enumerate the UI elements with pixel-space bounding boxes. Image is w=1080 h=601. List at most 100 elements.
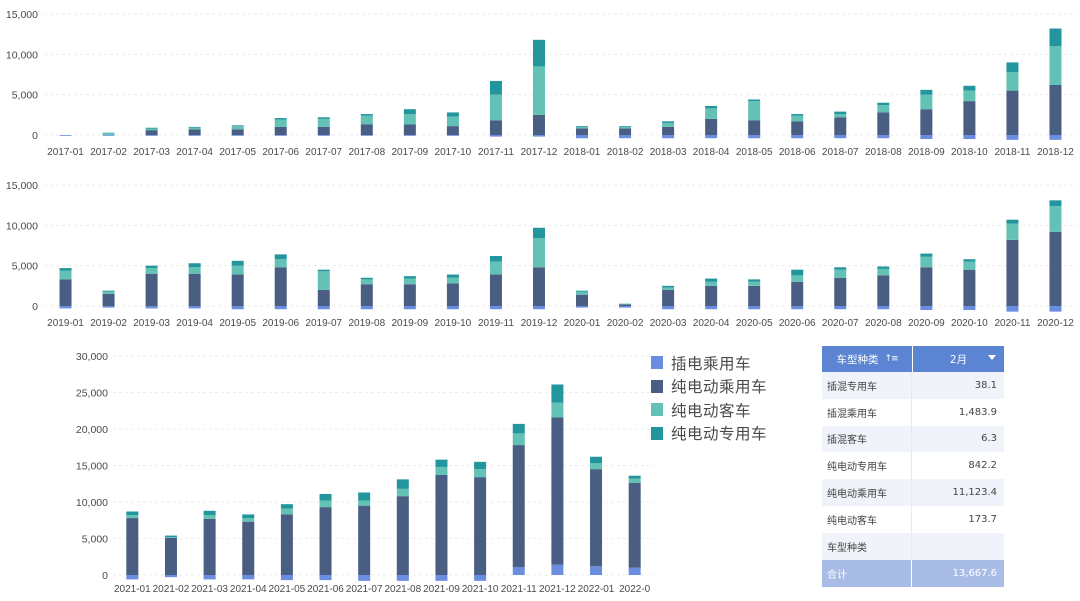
bar-bev-passenger-2018-04[interactable]	[705, 118, 718, 135]
bar-bev-passenger-2018-11[interactable]	[1006, 90, 1019, 135]
bar-bev-special-2018-10[interactable]	[963, 85, 976, 91]
bar-bev-bus-2020-02[interactable]	[619, 303, 632, 305]
bar-plugin-passenger-2019-02[interactable]	[102, 306, 115, 308]
bar-bev-bus-2019-08[interactable]	[360, 279, 373, 285]
bar-bev-special-2019-09[interactable]	[403, 276, 416, 279]
bar-bev-special-2018-02[interactable]	[619, 126, 632, 127]
bar-bev-bus-2021-04[interactable]	[242, 518, 255, 522]
bar-bev-special-2020-07[interactable]	[834, 267, 847, 270]
bar-bev-bus-2022-01[interactable]	[590, 463, 603, 470]
bar-plugin-passenger-2019-07[interactable]	[317, 306, 330, 310]
bar-plugin-passenger-2020-07[interactable]	[834, 306, 847, 310]
bar-plugin-passenger-2021-10[interactable]	[474, 575, 487, 581]
bar-bev-passenger-2017-06[interactable]	[274, 126, 287, 135]
bar-bev-bus-2018-01[interactable]	[576, 126, 589, 129]
bar-bev-passenger-2019-10[interactable]	[446, 283, 459, 306]
bar-bev-bus-2021-02[interactable]	[164, 537, 177, 538]
bar-plugin-passenger-2018-01[interactable]	[576, 135, 589, 139]
bar-plugin-passenger-2017-06[interactable]	[274, 135, 287, 136]
bar-plugin-passenger-2021-08[interactable]	[396, 575, 409, 581]
bar-bev-passenger-2021-09[interactable]	[435, 474, 448, 575]
bar-bev-special-2017-03[interactable]	[145, 127, 158, 129]
bar-bev-bus-2021-12[interactable]	[551, 402, 564, 418]
bar-bev-passenger-2017-03[interactable]	[145, 130, 158, 135]
bar-bev-special-2017-07[interactable]	[317, 117, 330, 119]
bar-plugin-passenger-2020-01[interactable]	[576, 306, 589, 308]
bar-plugin-passenger-2019-04[interactable]	[188, 306, 201, 309]
bar-plugin-passenger-2018-10[interactable]	[963, 135, 976, 140]
bar-bev-bus-2018-07[interactable]	[834, 114, 847, 118]
sort-icon[interactable]: ↑≡	[884, 354, 898, 364]
bar-bev-passenger-2018-10[interactable]	[963, 101, 976, 135]
column-header-month[interactable]: 2月	[913, 346, 1004, 372]
column-header-category[interactable]: 车型种类 ↑≡	[822, 346, 913, 372]
bar-plugin-passenger-2018-09[interactable]	[920, 135, 933, 140]
bar-plugin-passenger-2021-07[interactable]	[358, 575, 371, 581]
bar-plugin-passenger-2017-11[interactable]	[489, 135, 502, 137]
bar-bev-passenger-2021-01[interactable]	[126, 518, 139, 575]
bar-bev-special-2020-05[interactable]	[748, 279, 761, 282]
bar-bev-special-2018-11[interactable]	[1006, 62, 1019, 73]
bar-bev-special-2018-01[interactable]	[576, 126, 589, 127]
bar-bev-special-2020-10[interactable]	[963, 259, 976, 262]
bar-bev-passenger-2020-02[interactable]	[619, 304, 632, 306]
bar-bev-bus-2020-01[interactable]	[576, 291, 589, 295]
bar-bev-bus-2017-07[interactable]	[317, 118, 330, 127]
bar-bev-passenger-2021-05[interactable]	[280, 514, 293, 575]
bar-plugin-passenger-2020-02[interactable]	[619, 306, 632, 308]
bar-bev-bus-2017-02[interactable]	[102, 132, 115, 135]
bar-plugin-passenger-2018-07[interactable]	[834, 135, 847, 139]
bar-plugin-passenger-2021-01[interactable]	[126, 575, 139, 580]
bar-bev-passenger-2018-09[interactable]	[920, 109, 933, 135]
bar-bev-special-2017-08[interactable]	[360, 114, 373, 116]
bar-plugin-passenger-2018-12[interactable]	[1049, 135, 1062, 140]
bar-bev-bus-2021-06[interactable]	[319, 500, 332, 508]
bar-bev-passenger-2018-08[interactable]	[877, 112, 890, 135]
bar-bev-passenger-2019-04[interactable]	[188, 273, 201, 306]
bar-bev-bus-2017-08[interactable]	[360, 115, 373, 125]
bar-bev-bus-2019-02[interactable]	[102, 291, 115, 294]
bar-bev-special-2019-11[interactable]	[489, 255, 502, 262]
bar-bev-special-2021-11[interactable]	[512, 423, 525, 434]
bar-bev-bus-2018-10[interactable]	[963, 90, 976, 102]
bar-bev-passenger-2017-04[interactable]	[188, 129, 201, 135]
bar-bev-passenger-2021-06[interactable]	[319, 507, 332, 575]
bar-bev-passenger-2018-03[interactable]	[662, 126, 675, 135]
bar-bev-special-2021-01[interactable]	[126, 511, 139, 516]
bar-plugin-passenger-2020-06[interactable]	[791, 306, 804, 310]
bar-bev-passenger-2021-10[interactable]	[474, 477, 487, 575]
bar-bev-passenger-2018-01[interactable]	[576, 128, 589, 135]
bar-plugin-passenger-2019-08[interactable]	[360, 306, 373, 310]
bar-plugin-passenger-2021-05[interactable]	[280, 575, 293, 581]
bar-bev-passenger-2019-03[interactable]	[145, 273, 158, 306]
bar-bev-special-2017-04[interactable]	[188, 126, 201, 128]
bar-bev-bus-2019-01[interactable]	[59, 270, 72, 280]
bar-bev-passenger-2021-04[interactable]	[242, 521, 255, 575]
bar-plugin-passenger-2019-11[interactable]	[489, 306, 502, 310]
bar-plugin-passenger-2017-05[interactable]	[231, 135, 244, 136]
bar-bev-bus-2018-05[interactable]	[748, 101, 761, 121]
bar-bev-special-2018-03[interactable]	[662, 121, 675, 123]
bar-plugin-passenger-2021-03[interactable]	[203, 575, 216, 580]
bar-plugin-passenger-2017-12[interactable]	[532, 135, 545, 137]
bar-bev-special-2018-04[interactable]	[705, 105, 718, 109]
bar-bev-special-2022-0[interactable]	[628, 475, 641, 479]
bar-bev-bus-2019-05[interactable]	[231, 265, 244, 275]
bar-bev-bus-2019-06[interactable]	[274, 259, 287, 268]
bar-bev-special-2021-08[interactable]	[396, 479, 409, 489]
bar-bev-bus-2020-06[interactable]	[791, 275, 804, 282]
bar-bev-special-2020-01[interactable]	[576, 290, 589, 292]
bar-bev-bus-2019-07[interactable]	[317, 271, 330, 290]
bar-bev-bus-2017-09[interactable]	[403, 114, 416, 125]
bar-bev-passenger-2018-12[interactable]	[1049, 84, 1062, 135]
bar-bev-bus-2020-07[interactable]	[834, 269, 847, 278]
bar-bev-passenger-2020-10[interactable]	[963, 269, 976, 306]
bar-plugin-passenger-2018-11[interactable]	[1006, 135, 1019, 140]
bar-bev-special-2019-06[interactable]	[274, 254, 287, 260]
bar-plugin-passenger-2020-08[interactable]	[877, 306, 890, 310]
bar-plugin-passenger-2018-03[interactable]	[662, 135, 675, 139]
bar-bev-special-2020-08[interactable]	[877, 266, 890, 269]
bar-bev-passenger-2019-06[interactable]	[274, 267, 287, 306]
bar-bev-bus-2020-04[interactable]	[705, 281, 718, 286]
bar-bev-special-2019-01[interactable]	[59, 268, 72, 271]
